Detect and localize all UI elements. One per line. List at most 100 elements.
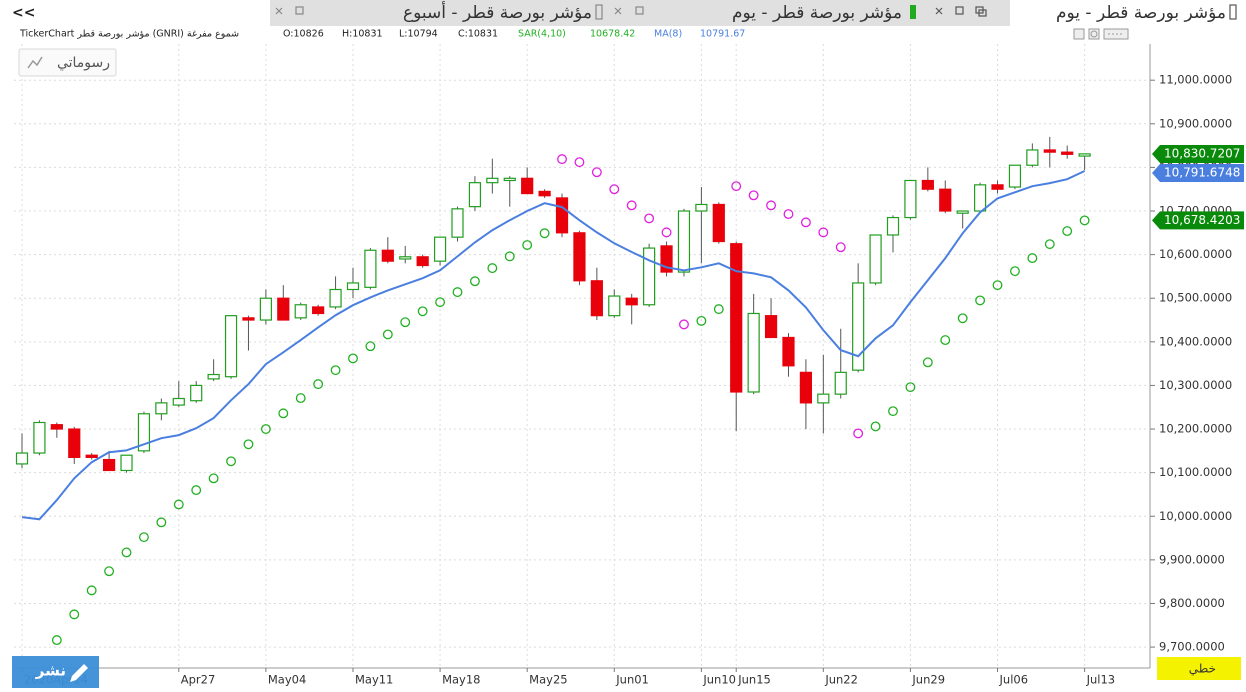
tab-title[interactable]: مؤشر بورصة قطر - أسبوع <box>403 1 592 23</box>
high-value: H:10831 <box>342 29 383 40</box>
candle-body <box>468 182 482 208</box>
sar-dot <box>121 547 132 558</box>
x-tick-label: May11 <box>355 673 393 687</box>
x-tick-label: Jul06 <box>999 673 1029 687</box>
sar-dot <box>835 242 846 253</box>
last-value-label: 10,791.6748 <box>1164 166 1240 180</box>
sar-dot <box>348 353 358 364</box>
y-tick-label: 9,700.0000 <box>1159 640 1225 654</box>
tab[interactable] <box>660 0 1010 26</box>
candle-body <box>939 188 952 212</box>
sar-dot <box>226 456 236 467</box>
tab-title[interactable]: مؤشر بورصة قطر - يوم <box>732 3 902 23</box>
candle-body <box>120 454 133 472</box>
candle-body <box>433 236 447 262</box>
sar-dot <box>452 287 463 298</box>
sar-dot <box>661 227 672 238</box>
x-tick-label: Apr27 <box>181 673 216 687</box>
close-value: C:10831 <box>458 29 498 40</box>
x-tick-label: Jul13 <box>1086 673 1116 687</box>
sar-dot <box>679 319 689 330</box>
sar-dot <box>400 317 411 328</box>
sar-dot <box>435 297 446 308</box>
candle-body <box>1078 153 1091 157</box>
y-tick-label: 10,500.0000 <box>1159 291 1232 305</box>
candle-body <box>329 288 342 308</box>
chart-source: TickerChart مؤشر بورصة قطر (GNRI) شموع م… <box>19 29 239 40</box>
share-button[interactable]: نشر <box>12 656 99 688</box>
candle-body <box>15 452 29 465</box>
candle-body <box>259 297 272 321</box>
candle-body <box>33 421 46 454</box>
sar-dot <box>783 209 794 220</box>
candle-body <box>625 297 638 306</box>
sar-dot <box>713 304 724 315</box>
candle-body <box>677 210 691 273</box>
candle-body <box>608 295 621 317</box>
sar-dot <box>591 167 602 178</box>
drawings-label[interactable]: رسوماتي <box>57 55 110 71</box>
sar-dot <box>574 157 585 168</box>
sar-dot <box>382 329 393 340</box>
y-tick-label: 11,000.0000 <box>1159 73 1232 87</box>
sar-dot <box>748 190 759 201</box>
candle-body <box>643 247 656 306</box>
candle-body <box>277 297 290 321</box>
plot: 9,700.0000 9,800.0000 9,900.0000 10,000.000… <box>14 44 1244 687</box>
candle-body <box>155 402 168 415</box>
candle-body <box>50 424 63 430</box>
tab[interactable] <box>270 0 660 26</box>
sar-dot <box>417 306 428 317</box>
candle-body <box>590 280 603 317</box>
candle-body <box>503 177 516 182</box>
x-tick-label: May18 <box>442 673 480 687</box>
sar-dot <box>940 335 951 346</box>
candle-body <box>451 208 464 238</box>
sar-dot <box>69 609 80 620</box>
candle-body <box>486 177 499 184</box>
x-tick-label: Jun01 <box>615 673 649 687</box>
active-tab[interactable] <box>1010 0 1246 26</box>
sar-dot <box>208 473 219 484</box>
candle-body <box>190 384 203 402</box>
candle-body <box>799 371 813 404</box>
chart-style-button[interactable]: خطي <box>1157 657 1241 680</box>
sar-dot <box>243 439 254 450</box>
tab-icons <box>935 4 1237 20</box>
candle-body <box>381 249 394 262</box>
sar-dot <box>469 276 480 287</box>
sar-dot <box>766 200 777 211</box>
candle-body <box>102 458 116 472</box>
sar-dot <box>1062 226 1073 237</box>
x-tick-label: Jun15 <box>737 673 771 687</box>
sar-dot <box>644 213 655 224</box>
y-tick-label: 9,800.0000 <box>1159 596 1225 610</box>
drawings-button[interactable]: رسوماتي <box>18 48 117 77</box>
y-tick-label: 10,600.0000 <box>1159 247 1232 261</box>
sar-dot <box>487 263 498 274</box>
sar-dot <box>260 424 271 434</box>
sar-dot <box>609 184 620 195</box>
chart-style-label[interactable]: خطي <box>1189 662 1216 676</box>
candle-body <box>695 203 708 212</box>
nav-button[interactable]: << <box>12 5 35 21</box>
tab-title[interactable]: مؤشر بورصة قطر - يوم <box>1056 3 1226 23</box>
sar-dot <box>888 406 898 417</box>
tab-bar-left <box>0 0 270 26</box>
candle-body <box>416 256 429 267</box>
candle-body <box>869 234 882 284</box>
candle-body <box>312 306 325 315</box>
candle-body <box>1043 149 1056 153</box>
sar-dot <box>800 217 811 228</box>
sar-dot <box>1009 266 1020 277</box>
last-value-box <box>1152 164 1244 183</box>
sar-dot <box>313 379 324 390</box>
sar-dot <box>1027 253 1038 264</box>
candle-body <box>956 210 969 214</box>
open-value: O:10826 <box>283 29 324 40</box>
share-label[interactable]: نشر <box>35 662 66 680</box>
candle-body <box>573 232 586 282</box>
candle-body <box>782 336 795 367</box>
sar-dot <box>696 315 707 326</box>
